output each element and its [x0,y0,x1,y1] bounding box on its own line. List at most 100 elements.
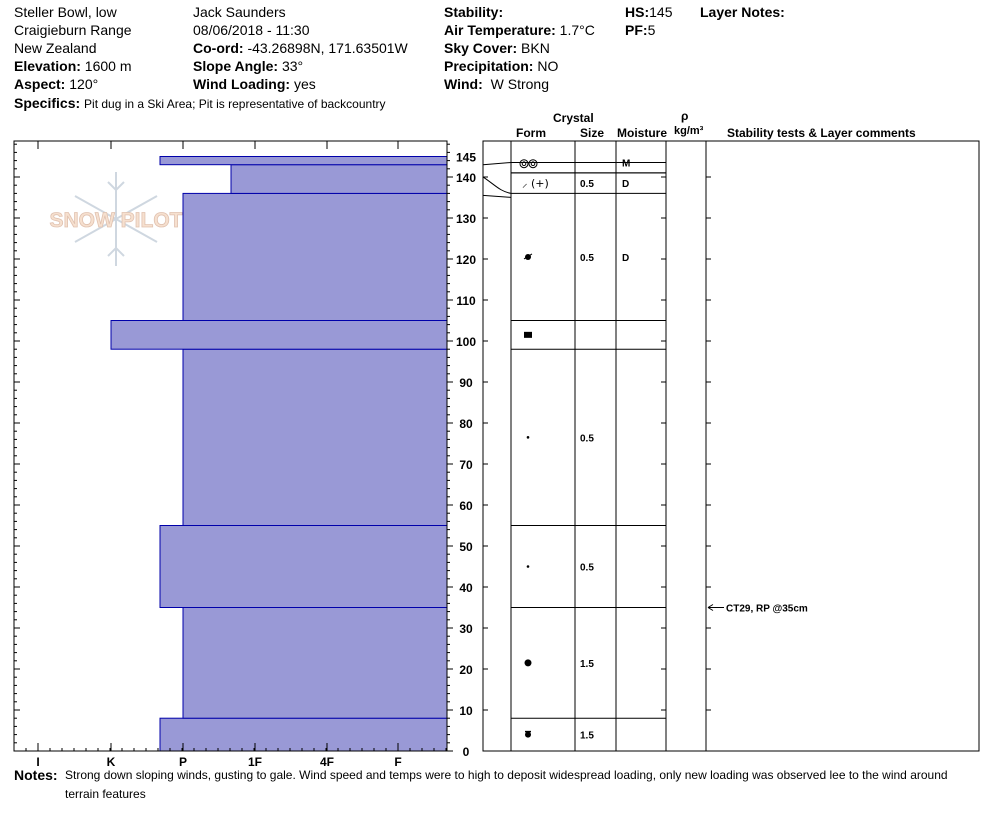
hardness-bar [182,607,448,719]
hs: HS:145 [625,4,672,20]
y-tick-label: 70 [459,458,473,472]
specifics-label: Specifics: [14,95,81,111]
moisture-header: Moisture [617,126,668,140]
wind-value: W Strong [490,76,549,92]
precipitation: Precipitation: NO [444,58,558,74]
slope-angle: Slope Angle: 33° [193,58,303,74]
aspect-label: Aspect: [14,76,66,92]
hardness-bar [159,156,448,166]
wind-loading-label: Wind Loading: [193,76,291,92]
hardness-bar [159,717,448,752]
y-tick-label: 0 [463,745,470,759]
aspect-value: 120° [69,76,99,92]
notes-text: Strong down sloping winds, gusting to ga… [65,768,948,801]
y-tick-label: 120 [456,253,476,267]
hardness-bar [182,348,448,527]
y-tick-label: 145 [456,151,476,165]
hardness-bar [230,164,448,194]
grain-size-label: 0.5 [580,253,594,264]
grain-size-label: 1.5 [580,659,594,670]
location-line1: Steller Bowl, low [14,4,117,20]
moisture-label: D [622,253,629,264]
y-tick-label: 110 [456,294,476,308]
snowpilot-logo: SNOW PILOT [49,172,183,266]
hardness-bar [182,192,448,321]
decomposed-fragments-icon: ⸝ (+) [522,177,549,190]
y-tick-label: 100 [456,335,476,349]
x-tick-label: 4F [320,755,334,769]
moisture-label: D [622,179,629,190]
x-tick-label: K [107,755,116,769]
stability-test-label: CT29, RP @35cm [726,604,808,615]
y-tick-label: 130 [456,212,476,226]
size-header: Size [580,126,605,140]
sky-cover: Sky Cover: BKN [444,40,550,56]
hs-value: 145 [649,4,673,20]
chart-axes: 0 10 20 30 40 50 60 70 80 90 100 110 120 130 140 145 I K P… [13,140,476,769]
pf-label: PF: [625,22,648,38]
wind: Wind: W Strong [444,76,549,92]
specifics: Specifics: Pit dug in a Ski Area; Pit is… [14,95,386,112]
graupel-icon-inner [530,161,536,166]
table-frame [482,140,980,752]
rounded-grains-icon [524,659,532,667]
stability-tests-header: Stability tests & Layer comments [727,126,916,140]
y-tick-label: 10 [459,704,473,718]
datetime: 08/06/2018 - 11:30 [193,22,310,38]
hardness-profile [110,156,448,752]
wind-label: Wind: [444,76,483,92]
y-tick-label: 50 [459,540,473,554]
density-unit-header: kg/m³ [674,125,704,137]
y-tick-label: 80 [459,417,473,431]
graupel-icon [528,159,538,169]
slope-label: Slope Angle: [193,58,279,74]
observer: Jack Saunders [193,4,286,20]
graupel-icon [519,159,529,169]
y-tick-label: 90 [459,376,473,390]
air-temperature: Air Temperature: 1.7°C [444,22,595,38]
grain-size-label: 0.5 [580,433,594,444]
y-tick-label: 30 [459,622,473,636]
connector-line [482,162,512,166]
moisture-label: M [622,159,630,170]
precip-value: NO [537,58,559,74]
connector-line [482,176,512,194]
melt-freeze-crust-icon [525,731,531,738]
x-tick-label: F [394,755,401,769]
sky-label: Sky Cover: [444,40,518,56]
coord-label: Co-ord: [193,40,244,56]
elevation-value: 1600 m [84,58,132,74]
fine-rounded-icon [526,565,530,568]
slope-value: 33° [281,58,304,74]
location-line3: New Zealand [14,40,97,56]
hs-label: HS: [625,4,650,20]
y-tick-label: 60 [459,499,473,513]
hardness-bar [110,320,448,350]
ice-layer-icon [524,331,532,338]
wind-loading: Wind Loading: yes [193,76,316,92]
wind-loading-value: yes [293,76,316,92]
fine-rounded-icon [526,436,530,439]
coord-value: -43.26898N, 171.63501W [247,40,408,56]
stability-label: Stability: [444,4,504,20]
elevation: Elevation: 1600 m [14,58,132,74]
x-tick-label: 1F [248,755,262,769]
layer-notes-label: Layer Notes: [700,4,785,20]
y-tick-label: 20 [459,663,473,677]
rho-header: ρ [681,109,689,123]
form-header: Form [516,126,546,140]
notes-label: Notes: [14,767,58,783]
air-temp-value: 1.7°C [559,22,595,38]
stability: Stability: [444,4,503,20]
specifics-value: Pit dug in a Ski Area; Pit is representa… [84,97,386,111]
y-tick-label: 40 [459,581,473,595]
location-line2: Craigieburn Range [14,22,132,38]
facet-line [523,253,533,260]
x-tick-label: I [36,755,39,769]
pf-value: 5 [647,22,656,38]
grain-size-label: 0.5 [580,563,594,574]
pf: PF:5 [625,22,655,38]
grain-size-label: 1.5 [580,731,594,742]
